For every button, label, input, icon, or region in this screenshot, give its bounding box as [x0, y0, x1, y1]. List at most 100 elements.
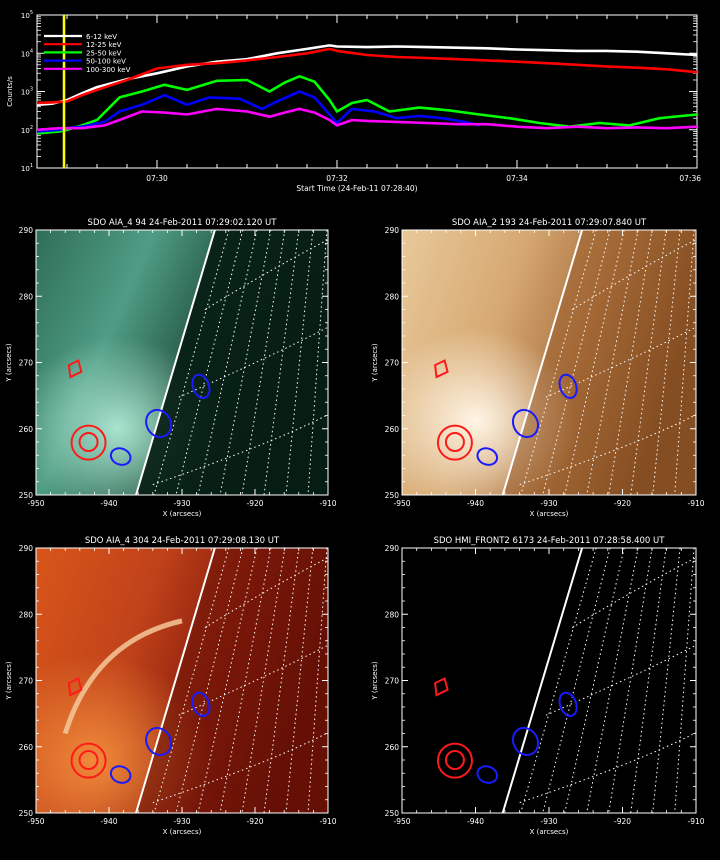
red-contour: [78, 750, 99, 770]
y-tick-label: 270: [19, 359, 34, 368]
panel-title: SDO AIA_4 304 24-Feb-2011 07:29:08.130 U…: [85, 536, 280, 546]
y-tick-label: 260: [385, 743, 400, 752]
y-tick-exponent: 4: [30, 48, 33, 54]
blue-contour: [191, 373, 211, 399]
x-tick-label: -950: [27, 817, 44, 826]
red-contour: [70, 742, 107, 779]
y-tick-label: 103: [21, 87, 33, 97]
red-contour: [444, 750, 465, 770]
image-panel: -950 -940 -930 -920 -910 250 260 270 280 290 SDO A…: [5, 218, 337, 518]
x-axis-label: X (arcsecs): [163, 828, 202, 836]
y-tick-label: 250: [385, 491, 400, 500]
y-axis-label: Y (arcsecs): [5, 661, 13, 701]
grid-line: [153, 230, 230, 495]
x-tick-label: -940: [100, 499, 117, 508]
grid-line: [520, 230, 597, 495]
red-contour: [433, 677, 449, 697]
series-line: [37, 90, 480, 133]
x-tick-label: 07:36: [679, 174, 701, 183]
x-axis-label: X (arcsecs): [163, 510, 202, 518]
grid-line: [571, 239, 696, 311]
y-tick-label: 104: [21, 48, 33, 58]
x-tick-label: -910: [687, 499, 704, 508]
blue-contour: [511, 408, 540, 438]
panel-title: SDO AIA_2 193 24-Feb-2011 07:29:07.840 U…: [452, 218, 647, 228]
grid-line: [197, 230, 258, 495]
legend-label: 50-100 keV: [86, 58, 126, 66]
grid-line: [307, 230, 328, 495]
y-axis-label: Counts/s: [6, 76, 14, 107]
x-tick-label: -920: [614, 499, 631, 508]
y-axis-label: Y (arcsecs): [371, 661, 379, 701]
x-tick-label: -910: [319, 499, 336, 508]
grid-line: [519, 414, 696, 486]
x-tick-label: 07:32: [326, 174, 348, 183]
grid-line: [542, 230, 611, 495]
x-tick-label: -930: [540, 499, 557, 508]
lightcurve-plot: 101 102 103 104 105 07:30 07:32 07:34 07:36 Start…: [6, 10, 701, 193]
y-tick-label: 290: [19, 544, 34, 553]
grid-line: [197, 548, 258, 813]
grid-line: [153, 548, 230, 813]
y-tick-label: 260: [385, 425, 400, 434]
grid-line: [178, 326, 328, 398]
y-tick-label: 101: [21, 163, 33, 173]
x-tick-label: -920: [246, 499, 263, 508]
x-tick-label: -930: [540, 817, 557, 826]
y-tick-label: 280: [19, 292, 34, 301]
red-contour: [436, 742, 473, 779]
y-tick-label: 280: [385, 292, 400, 301]
y-tick-label: 290: [19, 226, 34, 235]
x-tick-label: -920: [614, 817, 631, 826]
solar-limb: [135, 230, 216, 495]
y-tick-exponent: 5: [30, 10, 33, 16]
y-tick-label: 250: [19, 491, 34, 500]
x-tick-label: -940: [467, 817, 484, 826]
red-contour: [436, 424, 473, 461]
legend-label: 12-25 keV: [86, 41, 122, 49]
grid-line: [545, 644, 696, 716]
y-tick-label: 280: [19, 610, 34, 619]
y-tick-label: 260: [19, 425, 34, 434]
grid-line: [204, 239, 328, 311]
x-axis-label: Start Time (24-Feb-11 07:28:40): [296, 184, 417, 193]
series-line: [37, 47, 697, 105]
blue-contour: [191, 691, 211, 717]
series-line: [37, 107, 697, 132]
blue-contour: [109, 447, 132, 466]
y-tick-label: 260: [19, 743, 34, 752]
grid-line: [674, 230, 695, 495]
solar-limb: [135, 548, 216, 813]
y-tick-label: 270: [19, 677, 34, 686]
grid-line: [152, 414, 328, 486]
red-contour: [67, 359, 83, 379]
series-line: [37, 75, 697, 135]
bright-loop: [62, 618, 183, 735]
y-tick-label: 290: [385, 544, 400, 553]
off-limb-region: [502, 548, 696, 813]
grid-line: [285, 230, 314, 495]
red-contour: [67, 677, 83, 697]
grid-line: [285, 548, 314, 813]
image-panel: -950 -940 -930 -920 -910 250 260 270 280 290 SDO A…: [5, 536, 337, 836]
plot-frame: [36, 14, 698, 169]
x-axis-label: X (arcsecs): [530, 510, 569, 518]
y-tick-exponent: 2: [30, 125, 33, 131]
series-line: [37, 44, 697, 107]
blue-contour: [109, 765, 132, 784]
grid-line: [178, 644, 328, 716]
x-tick-label: -910: [687, 817, 704, 826]
x-tick-label: -940: [467, 499, 484, 508]
solar-image: [402, 230, 696, 495]
y-tick-label: 290: [385, 226, 400, 235]
y-tick-exponent: 1: [30, 163, 33, 169]
x-tick-label: -950: [27, 499, 44, 508]
grid-line: [571, 557, 696, 629]
y-tick-label: 270: [385, 677, 400, 686]
solar-image: [36, 230, 328, 495]
grid-line: [152, 732, 328, 804]
off-limb-region: [502, 230, 696, 495]
legend-label: 100-300 keV: [86, 66, 131, 74]
on-disk-region: [402, 548, 583, 813]
y-tick-exponent: 3: [30, 87, 33, 93]
